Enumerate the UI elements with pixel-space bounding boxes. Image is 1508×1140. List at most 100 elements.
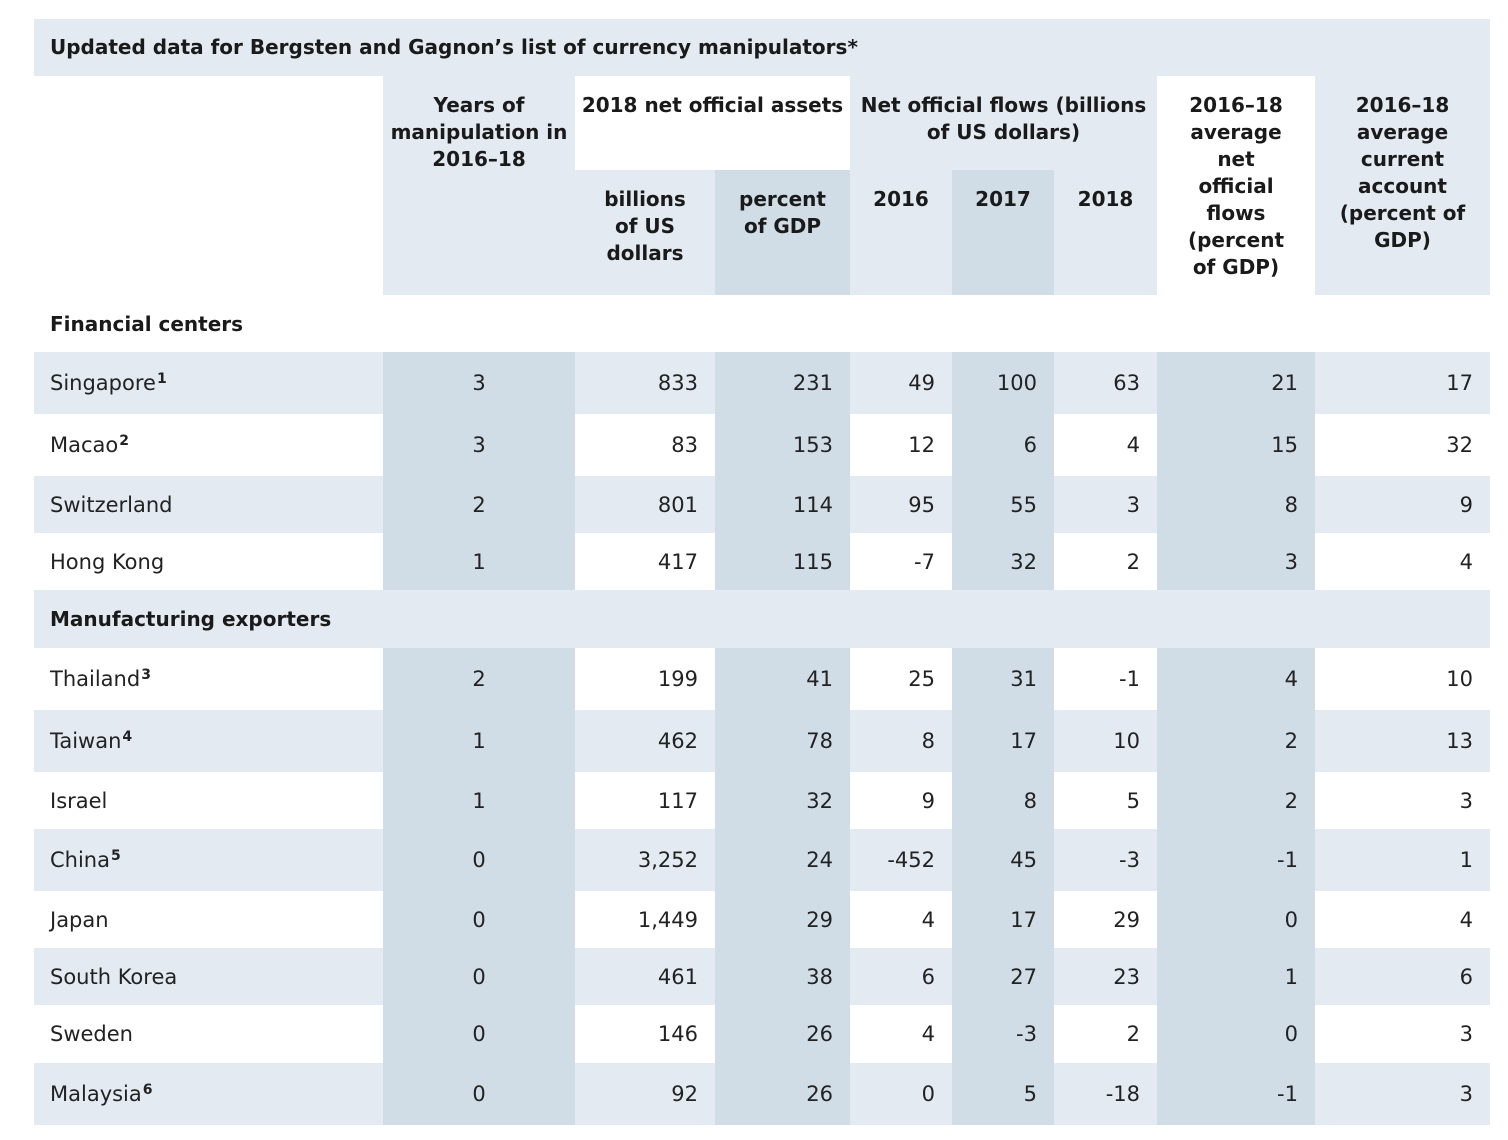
cell-f2017: 5 (952, 1063, 1054, 1125)
cell-avg-flows: -1 (1157, 1063, 1315, 1125)
cell-avg-ca: 17 (1315, 352, 1490, 414)
cell-avg-flows: 0 (1157, 1005, 1315, 1063)
table-title: Updated data for Bergsten and Gagnon’s l… (34, 19, 1490, 76)
footnote-marker: 3 (141, 667, 151, 683)
cell-billions: 462 (575, 710, 715, 772)
header-2016: 2016 (850, 170, 952, 295)
cell-f2018: 2 (1054, 1005, 1157, 1063)
country-name: Hong Kong (50, 549, 165, 574)
cell-f2017: 17 (952, 891, 1054, 948)
header-years: Years of manipulation in 2016–18 (383, 76, 575, 295)
cell-billions: 417 (575, 533, 715, 590)
table-row: Switzerland 2 801 114 95 55 3 8 9 (34, 476, 1490, 533)
row-label: Macao 2 (34, 414, 383, 476)
country-name: Switzerland (50, 492, 173, 517)
cell-billions: 146 (575, 1005, 715, 1063)
cell-avg-flows: -1 (1157, 829, 1315, 891)
cell-years: 1 (383, 710, 575, 772)
header-flows-group: Net official flows (billions of US dolla… (850, 76, 1157, 170)
country-name: Japan (50, 907, 109, 932)
cell-avg-ca: 4 (1315, 891, 1490, 948)
cell-billions: 117 (575, 772, 715, 829)
cell-f2016: 95 (850, 476, 952, 533)
cell-billions: 461 (575, 948, 715, 1005)
table-row: China 5 0 3,252 24 -452 45 -3 -1 1 (34, 829, 1490, 891)
header-avg-current: 2016–18 average current account (percent… (1315, 76, 1490, 295)
cell-f2016: 12 (850, 414, 952, 476)
footnote-marker: 1 (156, 371, 167, 387)
cell-years: 0 (383, 829, 575, 891)
cell-years: 1 (383, 772, 575, 829)
footnote-marker: 5 (111, 848, 121, 864)
cell-years: 0 (383, 891, 575, 948)
table-row: Taiwan 4 1 462 78 8 17 10 2 13 (34, 710, 1490, 772)
cell-avg-ca: 6 (1315, 948, 1490, 1005)
table-row: Singapore 1 3 833 231 49 100 63 21 17 (34, 352, 1490, 414)
country-name: South Korea (50, 964, 178, 989)
cell-percent: 32 (715, 772, 850, 829)
cell-f2016: 8 (850, 710, 952, 772)
cell-f2017: 45 (952, 829, 1054, 891)
header-blank-corner (34, 76, 383, 295)
cell-f2017: 8 (952, 772, 1054, 829)
country-name: Malaysia (50, 1082, 142, 1106)
cell-f2017: 32 (952, 533, 1054, 590)
footnote-marker: 2 (119, 433, 129, 449)
header-2018: 2018 (1054, 170, 1157, 295)
footnote-marker: 6 (142, 1082, 153, 1098)
cell-f2018: 10 (1054, 710, 1157, 772)
cell-years: 3 (383, 352, 575, 414)
cell-f2018: 23 (1054, 948, 1157, 1005)
cell-avg-flows: 3 (1157, 533, 1315, 590)
cell-f2018: -1 (1054, 648, 1157, 710)
cell-percent: 41 (715, 648, 850, 710)
cell-f2016: 0 (850, 1063, 952, 1125)
cell-percent: 29 (715, 891, 850, 948)
cell-percent: 24 (715, 829, 850, 891)
cell-billions: 3,252 (575, 829, 715, 891)
cell-f2016: 4 (850, 1005, 952, 1063)
cell-avg-flows: 1 (1157, 948, 1315, 1005)
cell-f2017: 6 (952, 414, 1054, 476)
cell-f2016: 6 (850, 948, 952, 1005)
table-row: Hong Kong 1 417 115 -7 32 2 3 4 (34, 533, 1490, 590)
cell-f2016: 25 (850, 648, 952, 710)
cell-f2018: 2 (1054, 533, 1157, 590)
footnote-marker: 4 (122, 729, 133, 745)
cell-percent: 114 (715, 476, 850, 533)
cell-avg-flows: 21 (1157, 352, 1315, 414)
cell-avg-ca: 3 (1315, 1063, 1490, 1125)
cell-f2017: 55 (952, 476, 1054, 533)
row-label: Switzerland (34, 476, 383, 533)
country-name: Sweden (50, 1022, 133, 1046)
country-name: China (50, 848, 110, 872)
row-label: Thailand 3 (34, 648, 383, 710)
cell-f2018: -18 (1054, 1063, 1157, 1125)
cell-years: 0 (383, 948, 575, 1005)
cell-billions: 1,449 (575, 891, 715, 948)
cell-f2016: -7 (850, 533, 952, 590)
row-label: Malaysia 6 (34, 1063, 383, 1125)
country-name: Thailand (50, 667, 141, 691)
cell-f2016: 4 (850, 891, 952, 948)
header-assets-group: 2018 net official assets (575, 76, 850, 170)
header-2017: 2017 (952, 170, 1054, 295)
cell-years: 1 (383, 533, 575, 590)
cell-avg-flows: 2 (1157, 710, 1315, 772)
header-avg-flows: 2016–18 average net official flows (perc… (1157, 76, 1315, 295)
cell-percent: 26 (715, 1063, 850, 1125)
cell-years: 2 (383, 476, 575, 533)
header-assets-billions: billions of US dollars (575, 170, 715, 295)
table-row: Israel 1 117 32 9 8 5 2 3 (34, 772, 1490, 829)
cell-f2018: -3 (1054, 829, 1157, 891)
table-row: Macao 2 3 83 153 12 6 4 15 32 (34, 414, 1490, 476)
cell-years: 3 (383, 414, 575, 476)
cell-f2016: 49 (850, 352, 952, 414)
cell-years: 0 (383, 1063, 575, 1125)
row-label: Israel (34, 772, 383, 829)
cell-percent: 153 (715, 414, 850, 476)
country-name: Macao (50, 433, 119, 457)
cell-billions: 199 (575, 648, 715, 710)
cell-avg-ca: 10 (1315, 648, 1490, 710)
country-name: Singapore (50, 371, 156, 395)
